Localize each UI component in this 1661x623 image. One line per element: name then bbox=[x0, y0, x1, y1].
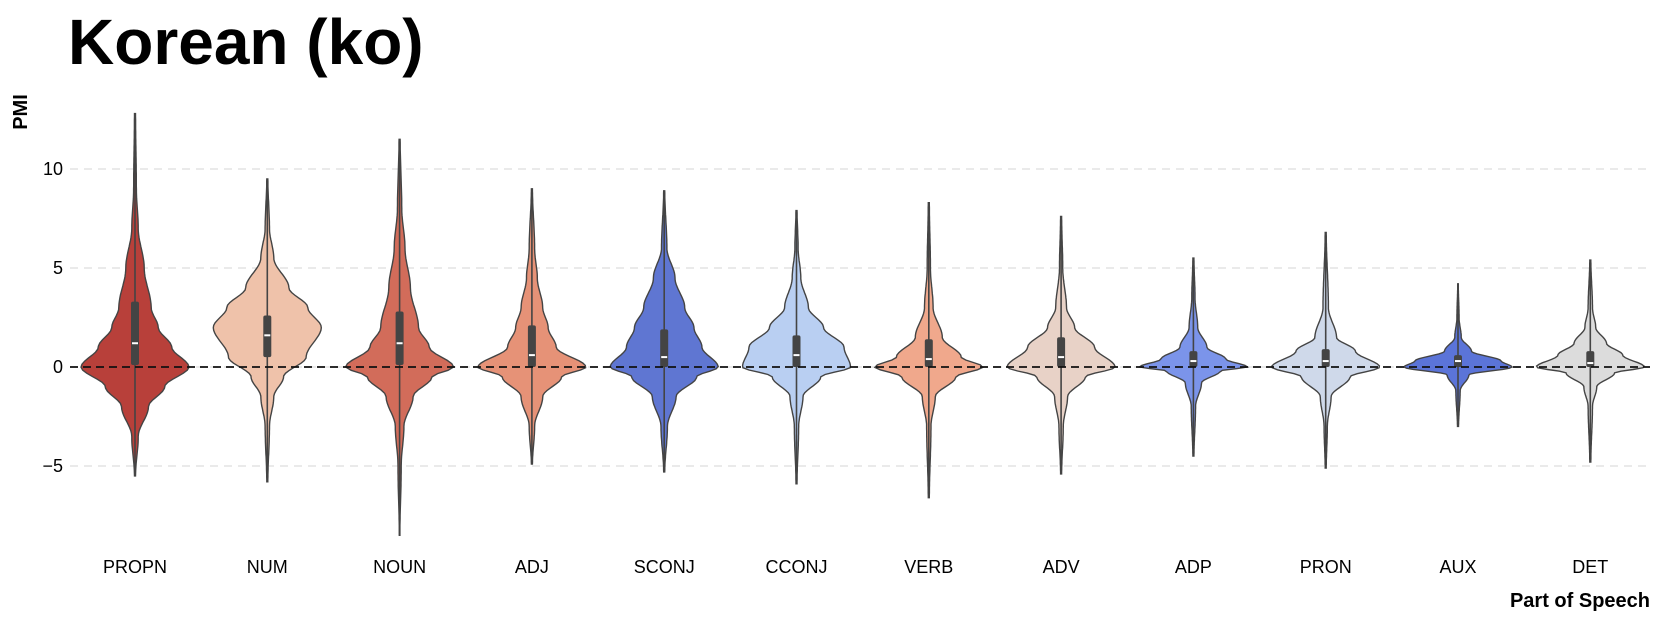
violin-cconj bbox=[741, 209, 852, 485]
violin-noun bbox=[344, 138, 455, 536]
violin-iqr-box bbox=[660, 329, 669, 367]
x-tick-label: DET bbox=[1572, 557, 1608, 577]
violin-iqr-box bbox=[792, 335, 801, 367]
violins bbox=[80, 112, 1645, 536]
x-tick-label: NUM bbox=[247, 557, 288, 577]
x-axis-title: Part of Speech bbox=[1510, 590, 1650, 612]
y-tick-labels: 10 5 0 −5 bbox=[42, 159, 63, 476]
x-tick-label: NOUN bbox=[373, 557, 426, 577]
y-tick-label: −5 bbox=[42, 456, 63, 476]
violin-verb bbox=[873, 202, 984, 499]
y-tick-label: 0 bbox=[53, 357, 63, 377]
x-tick-label: ADV bbox=[1043, 557, 1080, 577]
x-tick-labels: PROPN NUM NOUN ADJ SCONJ CCONJ VERB ADV ADP PRON A… bbox=[103, 557, 1608, 577]
violin-adv bbox=[1006, 215, 1116, 475]
violin-iqr-box bbox=[1586, 351, 1595, 367]
violin-sconj bbox=[609, 190, 720, 473]
violin-iqr-box bbox=[924, 339, 933, 367]
violin-iqr-box bbox=[527, 325, 536, 367]
violin-det bbox=[1535, 259, 1645, 463]
y-tick-label: 5 bbox=[53, 258, 63, 278]
y-tick-label: 10 bbox=[43, 159, 63, 179]
violin-iqr-box bbox=[131, 301, 139, 366]
violin-aux bbox=[1402, 283, 1514, 428]
violin-propn bbox=[80, 112, 190, 477]
violin-iqr-box bbox=[1189, 351, 1198, 367]
violin-pron bbox=[1271, 231, 1381, 469]
x-tick-label: PRON bbox=[1300, 557, 1352, 577]
x-tick-label: PROPN bbox=[103, 557, 167, 577]
x-tick-label: VERB bbox=[904, 557, 953, 577]
x-tick-label: ADJ bbox=[515, 557, 549, 577]
violin-adp bbox=[1137, 257, 1250, 457]
y-axis-title: PMI bbox=[10, 94, 32, 130]
violin-num bbox=[212, 178, 323, 483]
chart-title: Korean (ko) bbox=[68, 6, 424, 78]
x-tick-label: ADP bbox=[1175, 557, 1212, 577]
violin-adj bbox=[477, 188, 587, 465]
violin-iqr-box bbox=[395, 311, 404, 366]
x-tick-label: AUX bbox=[1439, 557, 1476, 577]
violin-iqr-box bbox=[1321, 349, 1330, 367]
x-tick-label: SCONJ bbox=[634, 557, 695, 577]
violin-iqr-box bbox=[1057, 337, 1066, 367]
x-tick-label: CCONJ bbox=[766, 557, 828, 577]
